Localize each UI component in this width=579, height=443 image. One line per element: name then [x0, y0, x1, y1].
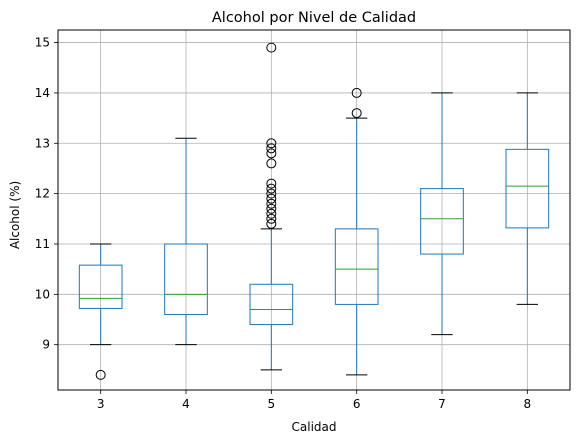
outlier-point	[266, 198, 277, 209]
box-3	[78, 243, 123, 380]
y-axis-ticks: 9 10 11 12 13 14 15	[35, 36, 58, 352]
x-axis-label: Calidad	[292, 420, 337, 434]
outlier-point	[351, 87, 362, 98]
box-6	[334, 87, 379, 376]
outlier-point	[266, 42, 277, 53]
outlier-point	[266, 143, 277, 154]
box-iqr	[78, 264, 123, 309]
box-7	[420, 92, 464, 336]
outlier-point	[266, 213, 277, 224]
x-tick-label: 8	[524, 397, 532, 411]
outlier-point	[351, 108, 362, 119]
outlier-point	[266, 138, 277, 149]
outlier-point	[266, 178, 277, 189]
outlier-point	[266, 183, 277, 194]
box-iqr	[420, 188, 464, 255]
outlier-point	[266, 218, 277, 229]
box-8	[505, 92, 550, 305]
x-tick-label: 4	[182, 397, 190, 411]
grid-lines	[58, 30, 570, 390]
x-tick-label: 3	[97, 397, 105, 411]
box-iqr	[164, 243, 208, 315]
x-axis-ticks: 3 4 5 6 7 8	[97, 390, 531, 411]
x-tick-label: 5	[268, 397, 276, 411]
box-series	[78, 42, 550, 380]
outlier-point	[266, 193, 277, 204]
outlier-point	[266, 158, 277, 169]
y-tick-label: 12	[35, 187, 50, 201]
box-4	[164, 137, 208, 346]
outlier-point	[266, 188, 277, 199]
outlier-point	[266, 203, 277, 214]
x-tick-label: 7	[438, 397, 446, 411]
box-iqr	[249, 283, 294, 326]
box-5	[249, 42, 294, 371]
box-iqr	[505, 148, 550, 229]
outlier-point	[266, 148, 277, 159]
y-axis-label: Alcohol (%)	[8, 181, 22, 249]
outlier-point	[266, 208, 277, 219]
y-tick-label: 14	[35, 86, 50, 100]
chart-title: Alcohol por Nivel de Calidad	[212, 10, 416, 26]
y-tick-label: 15	[35, 36, 50, 50]
y-tick-label: 10	[35, 287, 50, 301]
outlier-point	[95, 369, 106, 380]
box-iqr	[334, 228, 379, 305]
x-tick-label: 6	[353, 397, 361, 411]
y-tick-label: 11	[35, 237, 50, 251]
y-tick-label: 13	[35, 136, 50, 150]
y-tick-label: 9	[42, 338, 50, 352]
plot-frame	[57, 29, 571, 391]
